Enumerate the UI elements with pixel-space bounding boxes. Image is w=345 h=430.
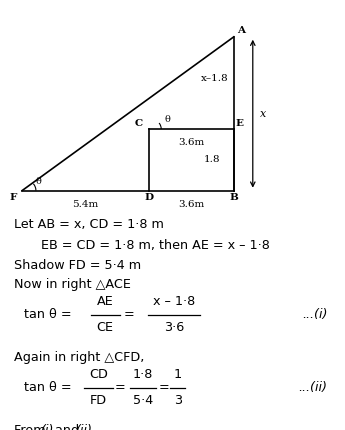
Text: and: and (51, 424, 83, 430)
Text: 3·6: 3·6 (164, 321, 184, 334)
Text: tan θ =: tan θ = (24, 308, 72, 321)
Text: x–1.8: x–1.8 (201, 74, 229, 83)
Text: FD: FD (90, 394, 107, 407)
Text: θ: θ (36, 177, 42, 186)
Text: F: F (10, 193, 17, 202)
Text: Shadow FD = 5·4 m: Shadow FD = 5·4 m (14, 259, 141, 272)
Text: C: C (135, 119, 143, 128)
Text: (ii): (ii) (75, 424, 92, 430)
Text: Again in right △CFD,: Again in right △CFD, (14, 351, 144, 364)
Text: Let AB = x, CD = 1·8 m: Let AB = x, CD = 1·8 m (14, 218, 164, 231)
Text: 3.6m: 3.6m (178, 200, 205, 209)
Text: 3: 3 (174, 394, 182, 407)
Text: x – 1·8: x – 1·8 (153, 295, 195, 308)
Text: 5.4m: 5.4m (72, 200, 99, 209)
Text: (i): (i) (40, 424, 53, 430)
Text: Now in right △ACE: Now in right △ACE (14, 278, 131, 291)
Text: From: From (14, 424, 49, 430)
Text: B: B (229, 193, 238, 202)
Text: 1·8: 1·8 (133, 369, 154, 381)
Text: A: A (237, 26, 245, 35)
Text: E: E (236, 119, 244, 128)
Text: ...(i): ...(i) (302, 308, 328, 321)
Text: D: D (145, 193, 154, 202)
Text: 1.8: 1.8 (204, 155, 220, 164)
Text: =: = (158, 381, 169, 394)
Text: 5·4: 5·4 (133, 394, 153, 407)
Text: CD: CD (89, 369, 108, 381)
Text: =: = (124, 308, 135, 321)
Text: AE: AE (97, 295, 114, 308)
Text: 1: 1 (174, 369, 182, 381)
Text: θ: θ (164, 115, 170, 124)
Text: x: x (260, 109, 267, 119)
Text: CE: CE (97, 321, 114, 334)
Text: tan θ =: tan θ = (24, 381, 72, 394)
Text: =: = (115, 381, 126, 394)
Text: 3.6m: 3.6m (178, 138, 205, 147)
Text: ...(ii): ...(ii) (299, 381, 328, 394)
Text: EB = CD = 1·8 m, then AE = x – 1·8: EB = CD = 1·8 m, then AE = x – 1·8 (41, 239, 270, 252)
